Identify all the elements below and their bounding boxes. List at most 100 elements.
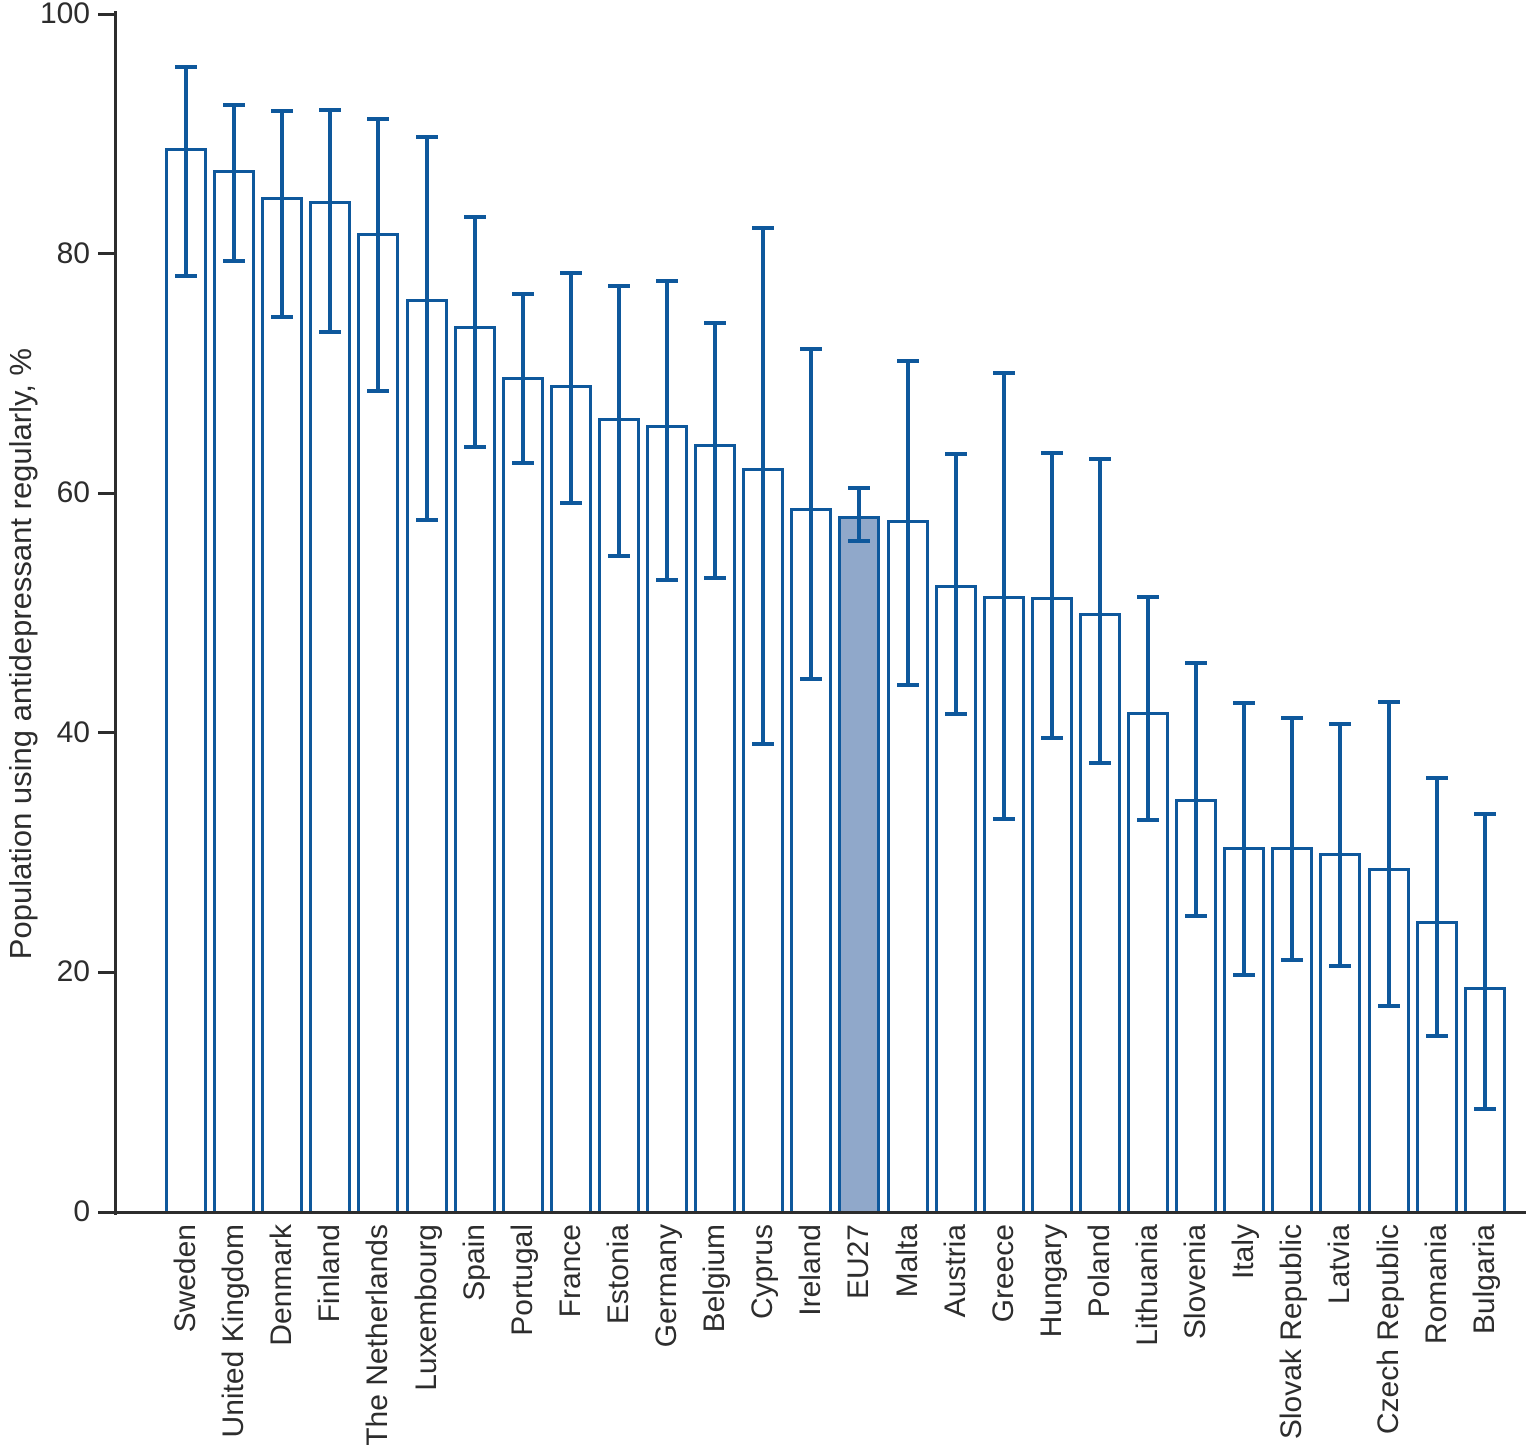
error-cap-bottom-france	[559, 500, 582, 505]
x-label-the-netherlands: The Netherlands	[361, 1224, 395, 1445]
x-label-hungary: Hungary	[1034, 1224, 1068, 1338]
error-cap-bottom-sweden	[175, 274, 197, 279]
error-cap-top-slovenia	[1185, 661, 1208, 666]
error-line-germany	[665, 281, 669, 580]
error-cap-top-spain	[463, 214, 486, 219]
bar-united-kingdom	[213, 169, 256, 1212]
error-line-austria	[953, 453, 958, 714]
error-cap-top-portugal	[511, 292, 534, 297]
bar-finland	[309, 200, 352, 1212]
error-cap-bottom-united-kingdom	[223, 258, 246, 263]
error-cap-top-czech-republic	[1377, 699, 1400, 704]
y-axis-line	[114, 11, 117, 1215]
y-tick-60	[98, 491, 114, 495]
error-cap-bottom-italy	[1233, 972, 1256, 977]
error-cap-bottom-the-netherlands	[367, 389, 390, 394]
x-label-slovak-republic: Slovak Republic	[1275, 1224, 1309, 1440]
x-axis-line	[114, 1211, 1526, 1214]
error-line-bulgaria	[1482, 814, 1487, 1109]
y-tick-100	[98, 12, 114, 16]
error-line-spain	[472, 216, 477, 447]
y-tick-label-20: 20	[56, 955, 90, 989]
bar-eu27	[838, 516, 881, 1212]
y-tick-label-80: 80	[56, 236, 90, 270]
error-cap-bottom-eu27	[848, 539, 871, 544]
error-cap-top-romania	[1425, 776, 1448, 781]
y-tick-80	[98, 252, 114, 256]
error-line-denmark	[280, 111, 285, 318]
error-line-slovenia	[1194, 663, 1199, 917]
error-cap-top-italy	[1233, 700, 1256, 705]
error-line-latvia	[1338, 724, 1343, 967]
bar-slovenia	[1175, 798, 1218, 1212]
y-tick-label-0: 0	[73, 1195, 90, 1228]
error-line-malta	[905, 361, 910, 685]
x-label-finland: Finland	[313, 1224, 347, 1323]
x-label-portugal: Portugal	[505, 1224, 539, 1336]
error-line-czech-republic	[1386, 701, 1391, 1006]
error-line-the-netherlands	[376, 119, 381, 392]
error-cap-top-united-kingdom	[223, 103, 246, 107]
error-cap-bottom-germany	[656, 577, 678, 582]
bar-the-netherlands	[357, 233, 400, 1212]
error-cap-top-the-netherlands	[367, 117, 390, 122]
error-line-sweden	[184, 66, 188, 277]
error-line-france	[568, 272, 573, 503]
error-line-italy	[1242, 702, 1247, 975]
error-cap-bottom-belgium	[704, 576, 727, 581]
error-cap-bottom-bulgaria	[1473, 1107, 1496, 1111]
error-cap-bottom-spain	[463, 444, 486, 449]
error-line-hungary	[1049, 452, 1054, 738]
x-label-latvia: Latvia	[1323, 1224, 1357, 1305]
error-line-portugal	[520, 294, 525, 464]
error-cap-top-sweden	[175, 64, 197, 69]
error-cap-top-bulgaria	[1473, 812, 1496, 817]
error-cap-top-hungary	[1040, 450, 1063, 455]
bar-france	[549, 385, 592, 1212]
bar-belgium	[694, 444, 737, 1212]
x-label-cyprus: Cyprus	[746, 1224, 780, 1320]
x-label-malta: Malta	[890, 1224, 924, 1298]
error-line-estonia	[616, 285, 621, 556]
error-cap-bottom-romania	[1425, 1033, 1448, 1038]
bar-sweden	[165, 148, 207, 1212]
error-cap-bottom-slovak-republic	[1281, 958, 1304, 963]
error-line-eu27	[857, 488, 862, 542]
error-cap-bottom-lithuania	[1137, 818, 1159, 823]
error-line-lithuania	[1146, 597, 1150, 821]
x-label-greece: Greece	[986, 1224, 1020, 1323]
error-cap-bottom-austria	[944, 711, 967, 716]
error-line-ireland	[809, 349, 814, 679]
error-line-slovak-republic	[1290, 718, 1295, 961]
error-cap-top-lithuania	[1137, 595, 1159, 600]
y-tick-40	[98, 731, 114, 735]
error-cap-top-belgium	[704, 321, 727, 326]
error-line-belgium	[713, 323, 718, 579]
x-label-bulgaria: Bulgaria	[1467, 1224, 1501, 1335]
error-cap-top-malta	[896, 359, 919, 364]
x-label-belgium: Belgium	[698, 1224, 732, 1333]
error-line-greece	[1001, 373, 1006, 820]
error-cap-bottom-estonia	[607, 553, 630, 558]
x-label-germany: Germany	[650, 1224, 683, 1348]
x-label-poland: Poland	[1082, 1224, 1116, 1318]
error-cap-bottom-slovenia	[1185, 914, 1208, 919]
x-label-slovenia: Slovenia	[1179, 1224, 1213, 1340]
error-line-romania	[1434, 778, 1439, 1036]
error-cap-bottom-finland	[319, 329, 342, 334]
error-cap-bottom-cyprus	[752, 741, 775, 746]
y-tick-label-60: 60	[56, 476, 90, 510]
x-label-italy: Italy	[1227, 1224, 1261, 1280]
error-cap-top-slovak-republic	[1281, 716, 1304, 721]
x-label-lithuania: Lithuania	[1131, 1224, 1164, 1346]
error-cap-bottom-luxembourg	[415, 517, 438, 522]
error-cap-top-france	[559, 270, 582, 275]
error-cap-bottom-czech-republic	[1377, 1003, 1400, 1008]
y-tick-0	[98, 1210, 114, 1214]
x-label-austria: Austria	[938, 1224, 972, 1318]
y-axis-title: Population using antidepressant regularl…	[3, 348, 38, 960]
error-cap-top-estonia	[607, 283, 630, 288]
x-label-sweden: Sweden	[169, 1224, 202, 1333]
